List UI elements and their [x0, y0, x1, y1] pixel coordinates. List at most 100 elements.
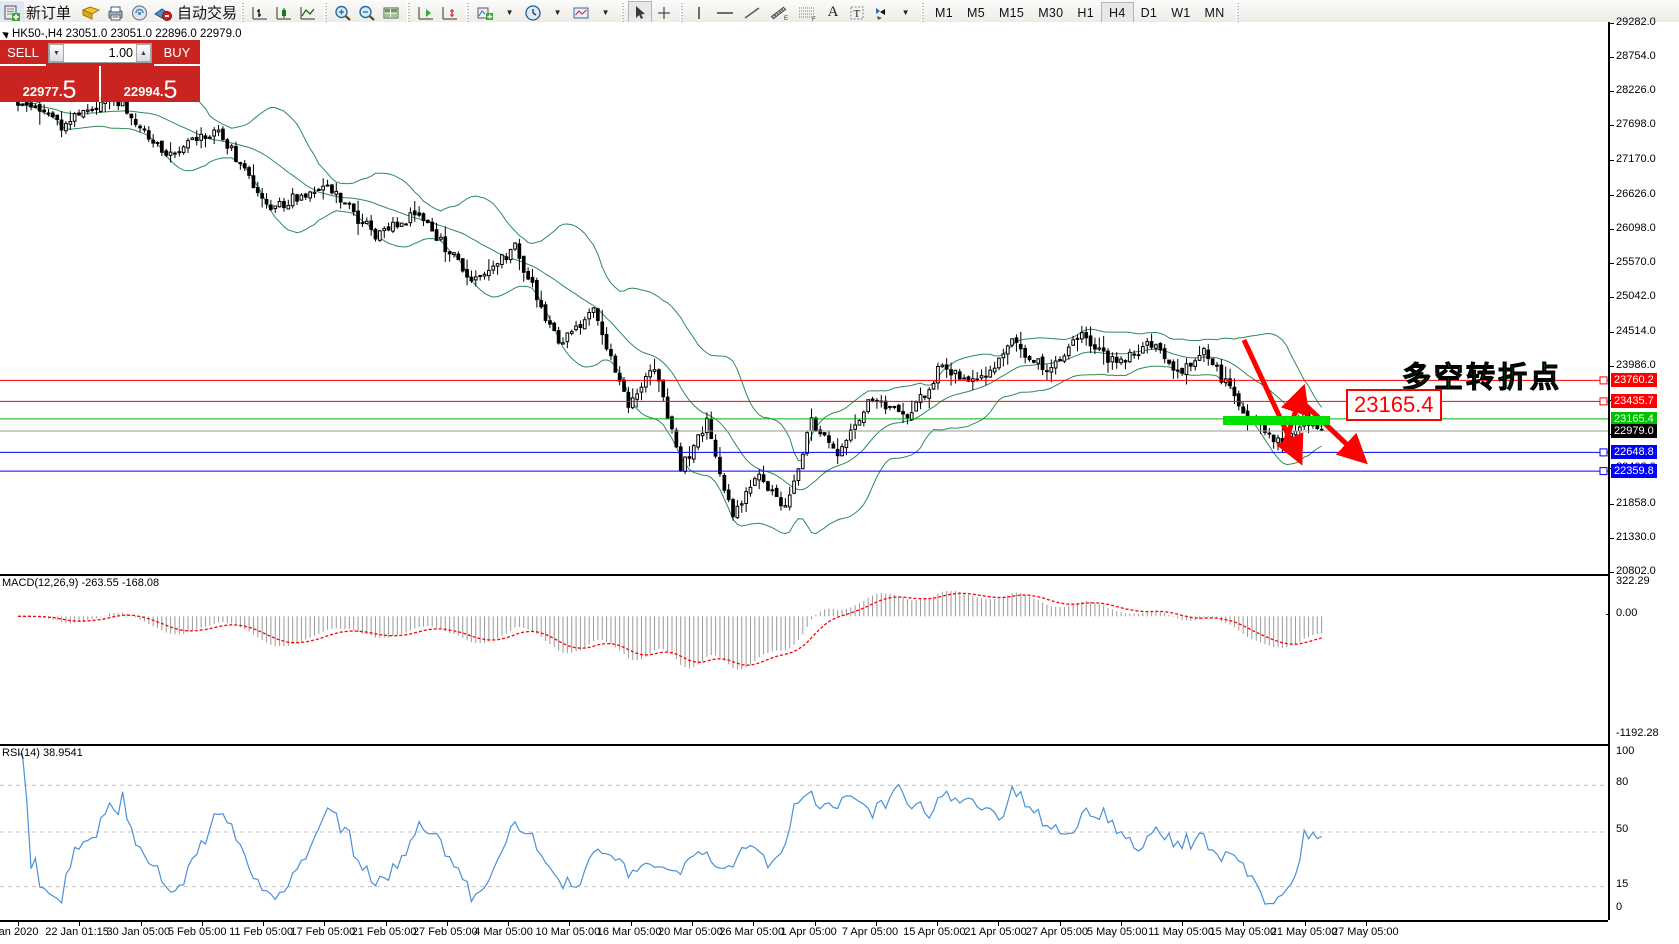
auto-trading-icon[interactable] — [151, 1, 175, 25]
time-tick-mark — [508, 922, 510, 926]
candle-body — [944, 364, 949, 370]
price-tick-label: 25570.0 — [1616, 256, 1656, 269]
auto-trading-label[interactable]: 自动交易 — [177, 4, 238, 22]
candlestick-chart-icon[interactable] — [272, 1, 296, 25]
new-order-label[interactable]: 新订单 — [26, 4, 72, 22]
candle-body — [308, 191, 312, 199]
timeframe-d1[interactable]: D1 — [1140, 5, 1158, 20]
candle-body — [404, 223, 408, 226]
text-icon[interactable]: A — [827, 4, 839, 20]
fibonacci-icon[interactable]: F — [793, 1, 821, 25]
rsi-pane[interactable]: RSI(14) 38.9541 — [0, 744, 1608, 920]
candle-body — [722, 475, 727, 491]
indicators-icon[interactable] — [473, 1, 497, 25]
candle-body — [931, 383, 936, 390]
sell-price[interactable]: 22977 . 5 — [0, 66, 99, 103]
candle-body — [683, 456, 687, 472]
time-tick-label: 11 May 05:00 — [1148, 926, 1215, 938]
price-level-handle[interactable] — [1599, 397, 1608, 406]
time-tick-mark — [1366, 922, 1367, 926]
price-level-tag[interactable]: 23760.2 — [1611, 373, 1657, 388]
data-window-icon[interactable] — [379, 1, 403, 25]
horizontal-line-icon[interactable] — [711, 1, 739, 25]
price-level-tag[interactable]: 23435.7 — [1611, 394, 1657, 409]
timeframe-w1[interactable]: W1 — [1171, 5, 1191, 20]
price-level-handle[interactable] — [1599, 376, 1608, 385]
candle-body — [691, 445, 696, 460]
price-chart-pane[interactable]: 多空转折点 23165.4 — [0, 22, 1608, 574]
buy-button[interactable]: BUY — [154, 40, 200, 66]
candle-body — [1136, 354, 1141, 357]
equidistant-channel-icon[interactable]: E — [765, 1, 793, 25]
chart-shift-icon[interactable] — [414, 1, 438, 25]
macd-pane[interactable]: MACD(12,26,9) -263.55 -168.08 — [0, 574, 1608, 744]
price-level-tag[interactable]: 22359.8 — [1611, 464, 1657, 479]
candle-body — [600, 321, 605, 336]
candle-body — [578, 324, 583, 328]
cursor-icon[interactable] — [628, 0, 653, 25]
price-level-handle[interactable] — [1599, 448, 1608, 457]
candle-body — [953, 369, 958, 375]
shapes-icon[interactable] — [869, 1, 893, 25]
volume-input[interactable]: ▼ 1.00 ▲ — [48, 43, 152, 63]
price-level-tag[interactable]: 22979.0 — [1611, 423, 1657, 438]
timeframe-mn[interactable]: MN — [1204, 5, 1225, 20]
candle-body — [160, 140, 164, 153]
zoom-out-icon[interactable] — [355, 1, 379, 25]
timeframe-m15[interactable]: M15 — [998, 5, 1025, 20]
candle-body — [1189, 362, 1193, 367]
indicators-dropdown-caret[interactable]: ▼ — [505, 8, 514, 17]
timeframe-m5[interactable]: M5 — [967, 5, 985, 20]
zoom-in-icon[interactable] — [331, 1, 355, 25]
timeframe-h4[interactable]: H4 — [1101, 2, 1134, 23]
bar-chart-icon[interactable] — [248, 1, 272, 25]
bollinger-lower-band — [17, 104, 1322, 535]
period-dropdown-caret[interactable]: ▼ — [553, 8, 562, 17]
volume-decrement-button[interactable]: ▼ — [49, 44, 64, 62]
volume-increment-button[interactable]: ▲ — [136, 44, 151, 62]
period-icon[interactable] — [521, 1, 545, 25]
price-level-tag[interactable]: 22648.8 — [1611, 445, 1657, 460]
print-preview-icon[interactable] — [103, 1, 127, 25]
candle-body — [774, 487, 779, 497]
candle-body — [338, 192, 343, 203]
buy-price-big: 5 — [163, 76, 178, 104]
metaquotes-id-icon[interactable] — [127, 1, 151, 25]
vertical-line-icon[interactable] — [687, 1, 711, 25]
candle-body — [700, 432, 705, 437]
crosshair-icon[interactable] — [652, 1, 676, 25]
candle-body — [1267, 432, 1272, 435]
new-order-button[interactable] — [0, 0, 24, 25]
timeframe-h1[interactable]: H1 — [1077, 5, 1094, 20]
price-scale-axis[interactable]: 29282.0 28754.0 28226.0 27698.0 27170.0 26626… — [1606, 16, 1679, 920]
timeframe-m1[interactable]: M1 — [935, 5, 953, 20]
buy-price[interactable]: 22994 . 5 — [99, 66, 200, 104]
price-level-tag[interactable]: 23165.4 — [1611, 411, 1657, 426]
timeframe-m30[interactable]: M30 — [1038, 5, 1064, 20]
candle-body — [255, 186, 260, 194]
candle-body — [203, 135, 208, 140]
shapes-dropdown-caret[interactable]: ▼ — [901, 8, 910, 17]
candle-body — [1071, 339, 1076, 346]
volume-value[interactable]: 1.00 — [108, 46, 133, 60]
time-tick-mark — [814, 922, 816, 926]
candle-body — [1206, 349, 1211, 360]
templates-icon[interactable] — [569, 1, 593, 25]
chart-collapse-icon[interactable] — [2, 29, 11, 39]
candle-body — [1289, 433, 1294, 437]
candle-body — [1005, 345, 1010, 355]
trendline-icon[interactable] — [739, 1, 765, 25]
candle-body — [1215, 364, 1219, 367]
templates-dropdown-caret[interactable]: ▼ — [601, 8, 610, 17]
line-chart-icon[interactable] — [296, 1, 320, 25]
price-level-handle[interactable] — [1599, 467, 1608, 476]
candle-body — [1084, 332, 1089, 339]
auto-scroll-icon[interactable] — [438, 1, 462, 25]
candle-body — [1127, 351, 1132, 363]
profiles-icon[interactable] — [79, 1, 103, 25]
candle-body — [565, 332, 570, 343]
candle-body — [282, 201, 286, 209]
text-label-icon[interactable]: T — [845, 1, 869, 25]
sell-button[interactable]: SELL — [0, 40, 46, 66]
